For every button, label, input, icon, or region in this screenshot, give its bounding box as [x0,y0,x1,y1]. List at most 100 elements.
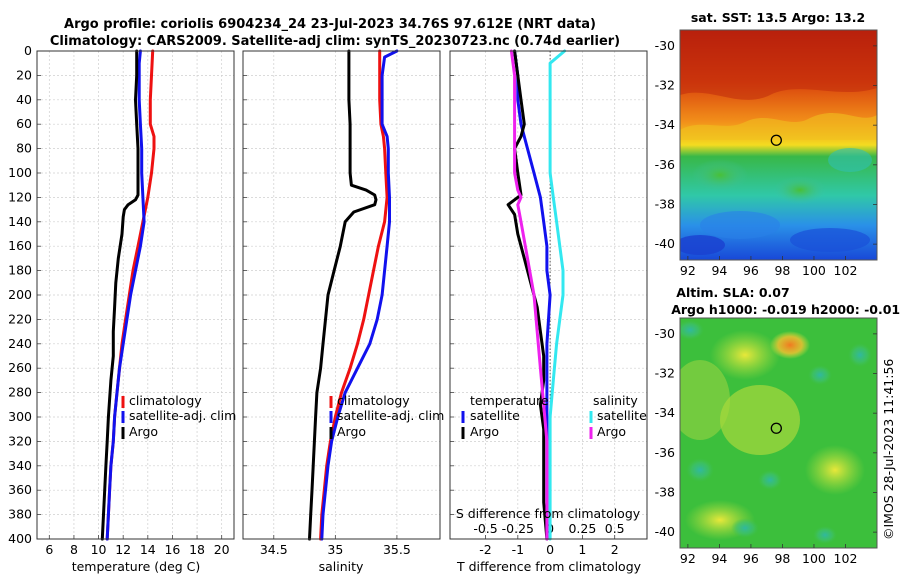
y-tick-label: 60 [16,116,32,131]
map-x-tick-label: 102 [834,263,858,278]
plot-frame [449,50,648,540]
temperature-legend: climatology satellite-adj. clim Argo [121,393,236,439]
map-y-tick-label: -30 [655,326,675,341]
legend-label-argo: Argo [129,424,158,439]
sst-map-title: sat. SST: 13.5 Argo: 13.2 [691,10,865,25]
temperature-axis-label: temperature (deg C) [72,559,201,574]
y-tick-label: 200 [8,287,32,302]
series-line-salinity-satellite [548,49,567,541]
y-tick-label: 400 [8,531,32,546]
argo-location-marker [770,422,782,434]
y-tick-label: 20 [16,67,32,82]
y-tick-label: 0 [24,43,32,58]
map-y-tick-label: -32 [655,78,675,93]
y-tick-label: 360 [8,482,32,497]
series-line-argo [308,49,378,541]
y-tick-label: 380 [8,507,32,522]
plot-frame [36,50,235,540]
y-tick-label: 100 [8,165,32,180]
map-y-tick-label: -34 [655,405,675,420]
y-tick-label: 140 [8,214,32,229]
sla-map-axes: 92 94 96 98 100 102 -30 -32 -34 -36 -38 -40 [655,326,877,566]
title-line-1: Argo profile: coriolis 6904234_24 23-Jul… [64,17,596,32]
map-x-tick-label: 100 [802,551,826,566]
map-x-tick-label: 94 [711,551,727,566]
sla-map-title-1: Altim. SLA: 0.07 [676,285,789,300]
map-y-tick-label: -40 [655,524,675,539]
salinity-legend: climatology satellite-adj. clim Argo [329,393,444,439]
y-tick-label: 120 [8,189,32,204]
legend-label-s-argo: Argo [597,424,626,439]
legend-label-t-argo: Argo [470,424,499,439]
s-difference-tick-label: -0.5 [473,521,497,536]
t-difference-axis-label: T difference from climatology [456,559,642,574]
map-x-tick-label: 92 [680,263,696,278]
series-line-satellite-adj-clim [105,49,146,541]
map-y-tick-label: -38 [655,196,675,211]
map-y-tick-label: -40 [655,236,675,251]
series-line-satellite-adj-clim [320,49,399,541]
s-difference-axis-label: S difference from climatology [456,506,641,521]
map-x-tick-label: 102 [834,551,858,566]
title-line-2: Climatology: CARS2009. Satellite-adj cli… [50,34,620,49]
map-x-tick-label: 92 [680,551,696,566]
series-line-temperature-argo [506,49,549,541]
map-y-tick-label: -32 [655,366,675,381]
map-y-tick-label: -36 [655,445,675,460]
x-tick-label: 35 [327,542,343,557]
y-tick-label: 320 [8,433,32,448]
plot-frame [242,50,441,540]
map-x-tick-label: 100 [802,263,826,278]
x-tick-label: 20 [214,542,230,557]
legend-label-climatology: climatology [337,393,410,408]
x-tick-label: 18 [189,542,205,557]
x-tick-label: 35.5 [383,542,411,557]
y-tick-label: 280 [8,385,32,400]
temperature-panel: 0 20 40 60 80 100 120 140 160 180 200 220 240 260 280 3… [8,43,235,557]
series-line-salinity-argo [509,49,549,541]
y-tick-label: 160 [8,238,32,253]
legend-label-t-satellite: satellite [470,408,520,423]
sla-map-frame [679,317,878,549]
series-line-temperature-satellite [513,49,552,541]
x-tick-label: 16 [164,542,180,557]
map-y-tick-label: -34 [655,117,675,132]
x-tick-label: 1 [578,542,586,557]
map-x-tick-label: 98 [774,551,790,566]
y-tick-label: 340 [8,458,32,473]
sst-map-frame [679,29,878,261]
y-tick-label: 220 [8,311,32,326]
salinity-panel: 34.5 35 35.5 [242,49,441,557]
sst-map-axes: 92 94 96 98 100 102 -30 -32 -34 -36 -38 -40 [655,38,877,278]
x-tick-label: 34.5 [260,542,288,557]
x-tick-label: -1 [512,542,524,557]
x-tick-label: 14 [140,542,156,557]
y-tick-label: 300 [8,409,32,424]
map-x-tick-label: 96 [743,263,759,278]
salinity-axis-label: salinity [319,559,364,574]
map-y-tick-label: -30 [655,38,675,53]
x-tick-label: 12 [115,542,131,557]
sla-map-title-2: Argo h1000: -0.019 h2000: -0.019 [671,302,900,317]
s-difference-tick-label: 0.25 [568,521,596,536]
s-difference-tick-label: 0.5 [605,521,625,536]
x-tick-label: 10 [91,542,107,557]
legend-label-argo: Argo [337,424,366,439]
series-line-argo [100,49,140,541]
x-tick-label: 8 [70,542,78,557]
imos-watermark: ©IMOS 28-Jul-2023 11:41:56 [881,359,896,540]
map-x-tick-label: 98 [774,263,790,278]
legend-heading-temperature: temperature [470,393,549,408]
y-tick-label: 260 [8,360,32,375]
legend-label-satellite: satellite-adj. clim [337,408,444,423]
s-difference-tick-label: -0.25 [502,521,534,536]
x-tick-label: 0 [546,542,554,557]
map-x-tick-label: 94 [711,263,727,278]
x-tick-label: 6 [45,542,53,557]
y-tick-label: 40 [16,92,32,107]
y-tick-label: 240 [8,336,32,351]
legend-label-climatology: climatology [129,393,202,408]
map-x-tick-label: 96 [743,551,759,566]
argo-location-marker [770,134,782,146]
